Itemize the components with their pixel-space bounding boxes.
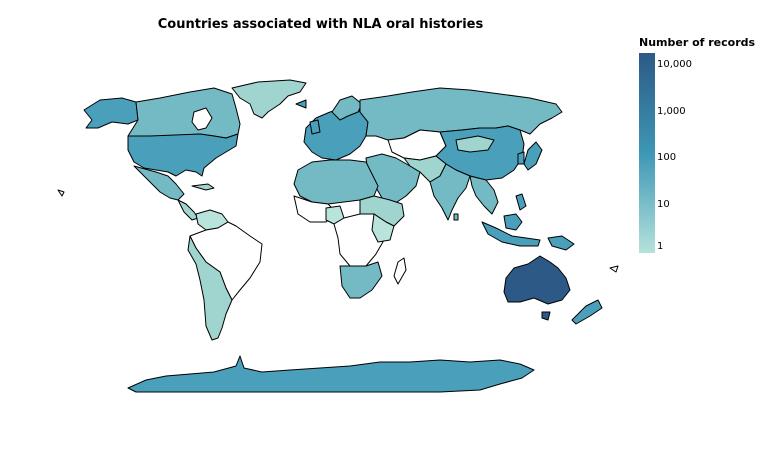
region-korea[interactable]: [517, 151, 525, 165]
region-philippines[interactable]: [515, 193, 527, 211]
region-pacific-island[interactable]: [609, 265, 619, 273]
legend-tick-1: 1: [657, 241, 664, 252]
map-title: Countries associated with NLA oral histo…: [157, 17, 484, 32]
region-united-states[interactable]: [127, 133, 239, 177]
hudson-bay: [191, 107, 213, 131]
region-hawaii[interactable]: [57, 189, 65, 197]
region-madagascar[interactable]: [393, 257, 407, 285]
region-greenland[interactable]: [231, 79, 307, 119]
region-southeast-asia[interactable]: [469, 175, 499, 215]
region-sri-lanka[interactable]: [453, 213, 459, 221]
region-borneo[interactable]: [503, 213, 523, 231]
region-tasmania[interactable]: [541, 311, 551, 321]
region-south-africa[interactable]: [339, 261, 383, 299]
choropleth-map: [57, 79, 619, 393]
legend-tick-10: 10: [657, 199, 670, 210]
region-antarctica[interactable]: [127, 355, 535, 393]
region-indonesia[interactable]: [481, 221, 541, 247]
legend-title: Number of records: [639, 36, 756, 49]
region-japan[interactable]: [523, 141, 543, 171]
region-uk[interactable]: [309, 119, 321, 135]
region-central-america[interactable]: [177, 199, 199, 221]
region-australia[interactable]: [503, 255, 571, 305]
region-argentina-chile[interactable]: [187, 235, 233, 341]
region-mongolia[interactable]: [455, 135, 495, 153]
region-canada[interactable]: [127, 87, 241, 139]
region-papua-new-guinea[interactable]: [547, 235, 575, 251]
region-india[interactable]: [429, 163, 471, 221]
region-north-africa[interactable]: [293, 159, 379, 205]
region-caribbean[interactable]: [191, 183, 215, 191]
legend-tick-100: 100: [657, 152, 677, 163]
legend-color-bar: [639, 53, 655, 253]
region-alaska[interactable]: [83, 97, 139, 129]
legend-tick-1000: 1,000: [657, 106, 686, 117]
region-kenya-tanzania[interactable]: [371, 213, 395, 243]
region-iceland[interactable]: [295, 99, 307, 109]
legend-tick-10000: 10,000: [657, 59, 692, 70]
region-new-zealand[interactable]: [571, 299, 603, 325]
